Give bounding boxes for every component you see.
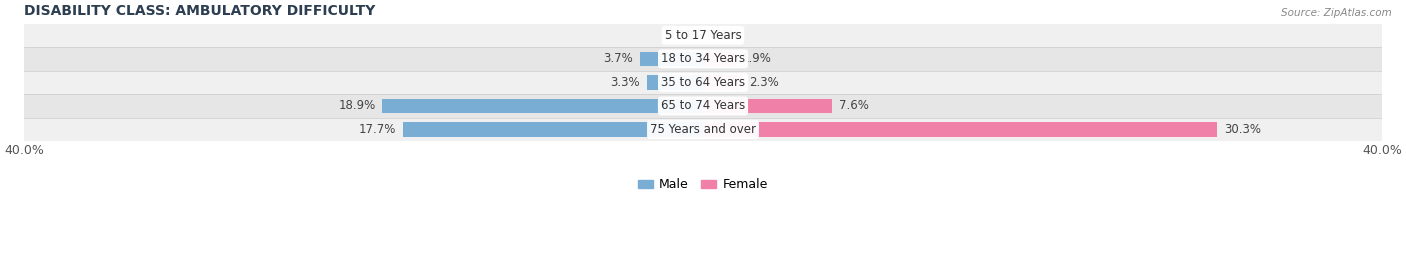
- Bar: [703, 122, 1218, 137]
- Bar: [703, 51, 735, 66]
- Bar: [24, 24, 1382, 47]
- Text: 1.9%: 1.9%: [742, 52, 772, 65]
- Bar: [402, 122, 703, 137]
- Bar: [24, 47, 1382, 71]
- Text: Source: ZipAtlas.com: Source: ZipAtlas.com: [1281, 8, 1392, 18]
- Bar: [647, 75, 703, 90]
- Text: 65 to 74 Years: 65 to 74 Years: [661, 99, 745, 113]
- Bar: [640, 51, 703, 66]
- Text: 0.0%: 0.0%: [666, 29, 696, 42]
- Text: 2.3%: 2.3%: [749, 76, 779, 89]
- Text: 5 to 17 Years: 5 to 17 Years: [665, 29, 741, 42]
- Bar: [703, 75, 742, 90]
- Bar: [382, 99, 703, 113]
- Text: 30.3%: 30.3%: [1225, 123, 1261, 136]
- Text: 18.9%: 18.9%: [339, 99, 375, 113]
- Bar: [703, 99, 832, 113]
- Legend: Male, Female: Male, Female: [633, 173, 773, 196]
- Bar: [24, 71, 1382, 94]
- Text: 7.6%: 7.6%: [839, 99, 869, 113]
- Text: 75 Years and over: 75 Years and over: [650, 123, 756, 136]
- Bar: [24, 118, 1382, 141]
- Bar: [24, 94, 1382, 118]
- Text: 35 to 64 Years: 35 to 64 Years: [661, 76, 745, 89]
- Text: DISABILITY CLASS: AMBULATORY DIFFICULTY: DISABILITY CLASS: AMBULATORY DIFFICULTY: [24, 4, 375, 18]
- Text: 17.7%: 17.7%: [359, 123, 396, 136]
- Text: 18 to 34 Years: 18 to 34 Years: [661, 52, 745, 65]
- Text: 3.3%: 3.3%: [610, 76, 640, 89]
- Text: 3.7%: 3.7%: [603, 52, 634, 65]
- Text: 0.0%: 0.0%: [710, 29, 740, 42]
